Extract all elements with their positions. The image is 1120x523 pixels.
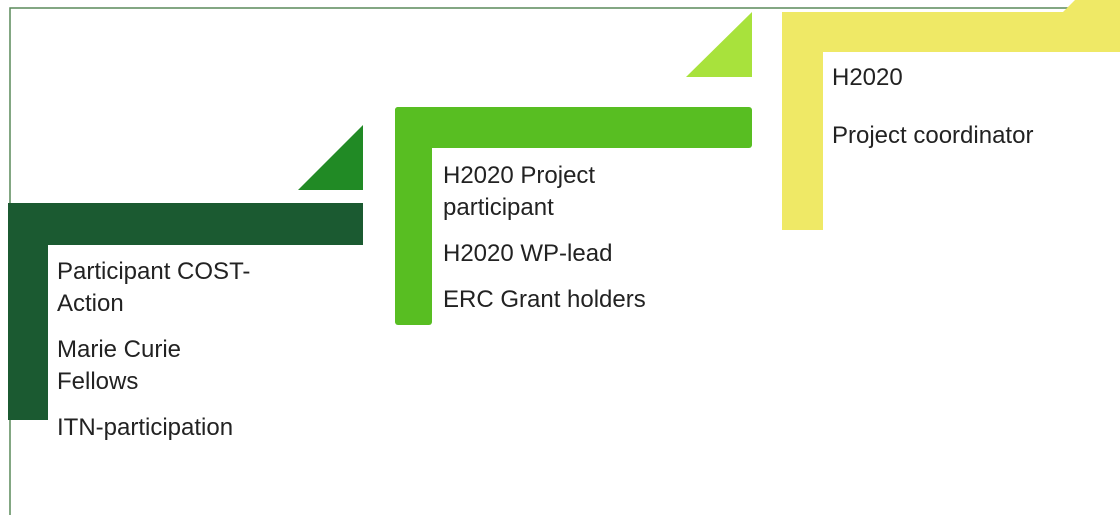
step-2-bar [395, 107, 752, 148]
step-2-text: H2020 Project participant H2020 WP-lead … [443, 160, 663, 330]
step-3-bar [782, 12, 1120, 52]
step-2-arrow [686, 12, 752, 77]
item: H2020 [832, 64, 903, 91]
step-3-arrow [1063, 0, 1120, 12]
item: H2020 Project participant [443, 162, 596, 221]
step-2-bar [395, 107, 432, 325]
item: Marie Curie Fellows [57, 336, 182, 395]
item: Project coordinator [832, 122, 1034, 149]
step-3-text: H2020 Project coordinator [832, 62, 1033, 178]
item: ITN-participation [57, 414, 234, 441]
item: ERC Grant holders [443, 286, 646, 313]
step-1-arrow [298, 125, 363, 190]
step-1-bar [8, 203, 363, 245]
item: H2020 WP-lead [443, 240, 613, 267]
item: Participant COST-Action [57, 258, 251, 317]
step-1-text: Participant COST-Action Marie Curie Fell… [57, 256, 287, 458]
